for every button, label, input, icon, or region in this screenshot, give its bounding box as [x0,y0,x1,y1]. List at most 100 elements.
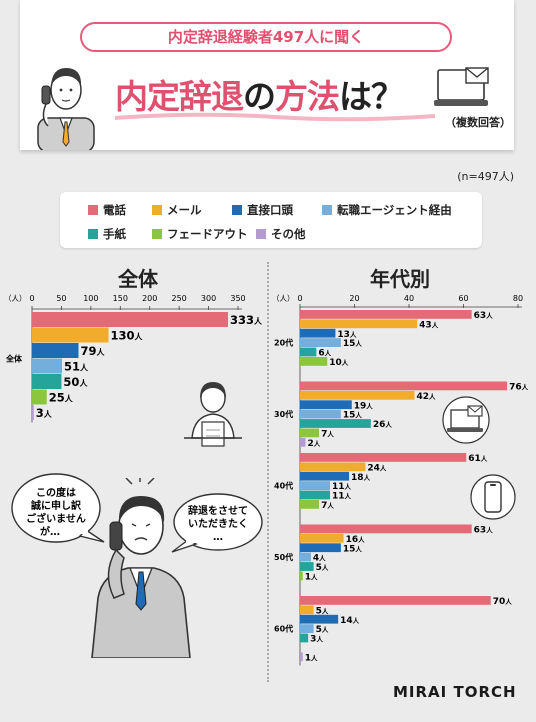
data-label-unit: 人 [311,653,318,662]
data-label: 79人 [80,344,105,358]
bar [300,357,328,366]
category-label: 50代 [274,552,293,562]
data-label: 14人 [340,616,360,626]
bar [300,419,371,428]
x-tick-label: 50 [56,294,66,303]
data-label: 43人 [419,320,439,330]
data-label-unit: 人 [322,606,329,615]
data-label-unit: 人 [350,330,357,339]
data-label: 15人 [343,339,363,349]
brand-logo: MIRAI TORCH [393,683,517,701]
data-label-unit: 人 [353,616,360,625]
legend-item-email: メール [152,202,202,218]
bar [300,605,314,615]
data-label: 63人 [474,311,494,321]
legend-item-agent: 転職エージェント経由 [322,202,452,218]
bar [300,428,320,438]
category-label: 20代 [274,338,293,348]
bar [32,389,47,405]
bar [300,500,320,509]
x-tick-label: 80 [513,294,523,303]
bar [300,310,472,319]
data-label: 42人 [416,392,436,402]
data-label-unit: 人 [481,454,488,463]
data-label: 63人 [474,526,494,536]
data-label-unit: 人 [327,430,334,439]
data-label: 1人 [305,573,318,583]
data-label: 11人 [332,492,352,502]
data-label: 333人 [230,313,263,327]
bubble2-line: 辞退をさせて [188,504,248,517]
sample-size: (n=497人) [457,170,514,183]
bar [300,390,415,400]
data-label: 11人 [332,482,352,492]
data-label-unit: 人 [316,635,323,644]
data-label-unit: 人 [364,473,371,482]
data-label-unit: 人 [432,320,439,329]
legend: 電話 メール 直接口頭 転職エージェント経由 手紙 フェードアウト その他 [60,192,482,248]
legend-item-other: その他 [256,226,306,242]
data-label: 130人 [111,329,144,343]
data-label: 19人 [354,401,374,411]
speech-bubble-apology: この度は 誠に申し訳 ございません が… [11,473,105,543]
bar [32,343,79,358]
x-tick-label: 0 [297,294,302,303]
data-label-unit: 人 [358,535,365,544]
data-label-unit: 人 [522,383,529,392]
bar [32,374,62,389]
letter-woman-icon [184,382,242,447]
bubble1-line: この度は [36,486,76,499]
legend-item-letter: 手紙 [88,226,126,242]
data-label: 76人 [509,383,529,393]
x-unit-label: （人） [272,294,295,303]
x-tick-label: 60 [458,294,468,303]
data-label-unit: 人 [254,316,263,326]
data-label-unit: 人 [380,463,387,472]
bar [300,409,341,419]
data-label-unit: 人 [366,401,373,410]
data-label: 16人 [346,535,366,545]
data-label: 25人 [49,391,74,405]
bar [300,453,467,462]
legend-swatch [322,205,332,215]
x-tick-label: 150 [113,294,128,303]
data-label: 50人 [63,375,88,389]
data-label: 5人 [316,606,329,616]
data-label: 24人 [367,463,387,473]
data-label-unit: 人 [505,597,512,606]
bar [300,381,508,391]
smartphone-icon [470,474,516,520]
bar [300,524,472,534]
laptop-icon [442,396,490,444]
survey-subtitle: 内定辞退経験者497人に聞く [80,22,452,52]
legend-swatch [256,229,266,239]
data-label-unit: 人 [345,482,352,491]
data-label-unit: 人 [345,492,352,501]
bubble1-line: ございません [26,512,86,525]
bar [300,338,341,347]
data-label: 15人 [343,544,363,554]
bar [300,596,491,605]
x-tick-label: 40 [404,294,414,303]
data-label: 3人 [36,406,53,420]
data-label: 13人 [337,330,357,340]
bar [300,347,317,357]
bubble2-line: いただきたく [188,518,248,530]
bar [300,437,306,447]
data-label-unit: 人 [97,347,106,357]
x-tick-label: 100 [83,294,98,303]
data-label: 4人 [313,554,326,564]
data-label-unit: 人 [314,439,321,448]
bar [300,319,418,329]
data-label: 6人 [318,349,331,359]
data-label: 61人 [468,454,488,464]
bar [32,405,34,420]
legend-item-phone: 電話 [88,202,126,218]
bar [300,652,303,662]
category-label: 全体 [5,354,23,364]
x-tick-label: 20 [349,294,359,303]
category-label: 30代 [274,409,293,419]
bar [300,633,309,643]
legend-swatch [88,205,98,215]
data-label-unit: 人 [355,544,362,553]
